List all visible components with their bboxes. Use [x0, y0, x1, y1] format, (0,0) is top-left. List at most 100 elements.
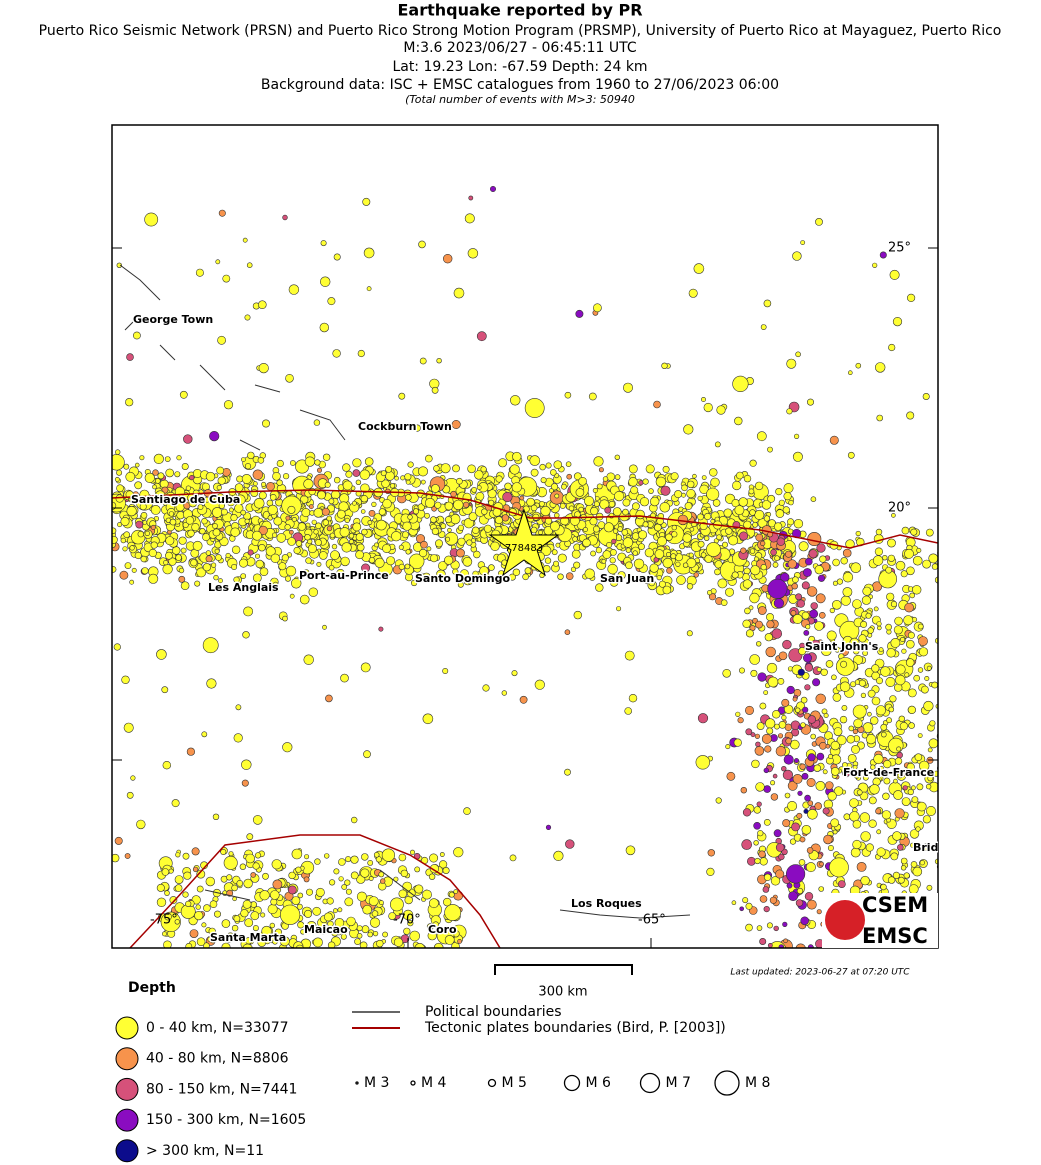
event-dot	[763, 785, 772, 793]
event-dot	[755, 641, 762, 647]
event-dot	[665, 551, 671, 557]
event-dot	[545, 462, 552, 469]
event-dot	[918, 647, 929, 657]
event-dot	[176, 455, 182, 461]
event-dot	[740, 547, 747, 554]
event-dot	[759, 702, 767, 710]
event-dot	[453, 499, 464, 511]
event-dot	[316, 561, 322, 567]
event-dot	[880, 666, 891, 677]
event-dot	[904, 602, 914, 613]
event-dot	[512, 568, 521, 576]
event-dot	[490, 541, 500, 551]
event-dot	[261, 481, 267, 487]
event-dot	[777, 733, 784, 739]
event-dot	[319, 322, 329, 333]
event-dot	[539, 463, 546, 471]
event-dot	[241, 779, 249, 787]
event-dot	[476, 331, 487, 342]
event-dot	[755, 741, 761, 747]
event-dot	[853, 718, 863, 729]
logo: CSEM EMSC	[822, 893, 938, 948]
event-dot	[806, 847, 814, 854]
event-dot	[797, 790, 803, 796]
event-dot	[540, 505, 551, 517]
event-dot	[818, 611, 826, 619]
event-dot	[893, 778, 898, 784]
event-dot	[360, 483, 370, 493]
event-dot	[135, 520, 144, 529]
event-dot	[682, 562, 689, 568]
event-dot	[534, 679, 545, 690]
event-dot	[813, 764, 821, 772]
event-dot	[239, 863, 247, 870]
event-dot	[807, 808, 818, 820]
event-dot	[793, 433, 800, 440]
event-dot	[315, 887, 325, 897]
event-dot	[308, 587, 318, 597]
event-dot	[572, 536, 578, 542]
event-dot	[433, 465, 440, 472]
event-dot	[246, 833, 254, 841]
event-dot	[940, 771, 949, 780]
event-dot	[928, 738, 938, 749]
event-dot	[760, 564, 767, 571]
event-dot	[815, 693, 826, 704]
event-dot	[575, 488, 585, 497]
event-dot	[257, 456, 265, 464]
event-dot	[259, 890, 270, 901]
event-dot	[742, 579, 753, 589]
event-dot	[318, 551, 328, 560]
event-dot	[342, 480, 353, 491]
event-dot	[338, 858, 346, 866]
event-dot	[910, 842, 916, 848]
event-dot	[252, 925, 259, 932]
event-dot	[530, 504, 538, 512]
event-dot	[261, 419, 270, 428]
event-dot	[355, 532, 364, 541]
event-dot	[464, 213, 475, 224]
event-dot	[902, 785, 908, 791]
event-dot	[201, 517, 208, 525]
event-dot	[942, 848, 946, 852]
event-dot	[875, 705, 887, 716]
event-dot	[720, 599, 728, 607]
event-dot	[703, 512, 712, 521]
event-dot	[849, 811, 860, 822]
event-dot	[285, 515, 291, 521]
event-dot	[584, 568, 595, 579]
event-dot	[202, 637, 219, 654]
event-dot	[612, 528, 619, 534]
event-dot	[856, 789, 863, 796]
event-dot	[400, 869, 409, 878]
event-dot	[787, 559, 797, 569]
event-dot	[807, 531, 822, 546]
event-dot	[917, 733, 923, 738]
event-dot	[303, 876, 310, 883]
event-dot	[741, 839, 753, 850]
event-dot	[806, 777, 816, 787]
event-dot	[792, 774, 803, 784]
event-dot	[940, 542, 950, 552]
event-dot	[488, 499, 495, 506]
event-dot	[321, 507, 330, 516]
event-dot	[792, 451, 803, 462]
event-dot	[153, 453, 164, 465]
event-dot	[725, 744, 731, 750]
event-dot	[856, 862, 867, 872]
event-dot	[348, 533, 355, 539]
event-dot	[331, 490, 341, 500]
event-dot	[915, 826, 921, 832]
event-dot	[443, 254, 453, 264]
event-dot	[195, 268, 204, 277]
event-dot	[216, 485, 222, 491]
event-dot	[355, 479, 362, 485]
event-dot	[593, 456, 604, 467]
event-dot	[571, 549, 581, 559]
event-dot	[825, 660, 834, 668]
event-dot	[322, 519, 329, 526]
event-dot	[524, 398, 545, 418]
event-dot	[822, 807, 830, 815]
event-dot	[250, 901, 257, 908]
event-dot	[754, 745, 765, 756]
